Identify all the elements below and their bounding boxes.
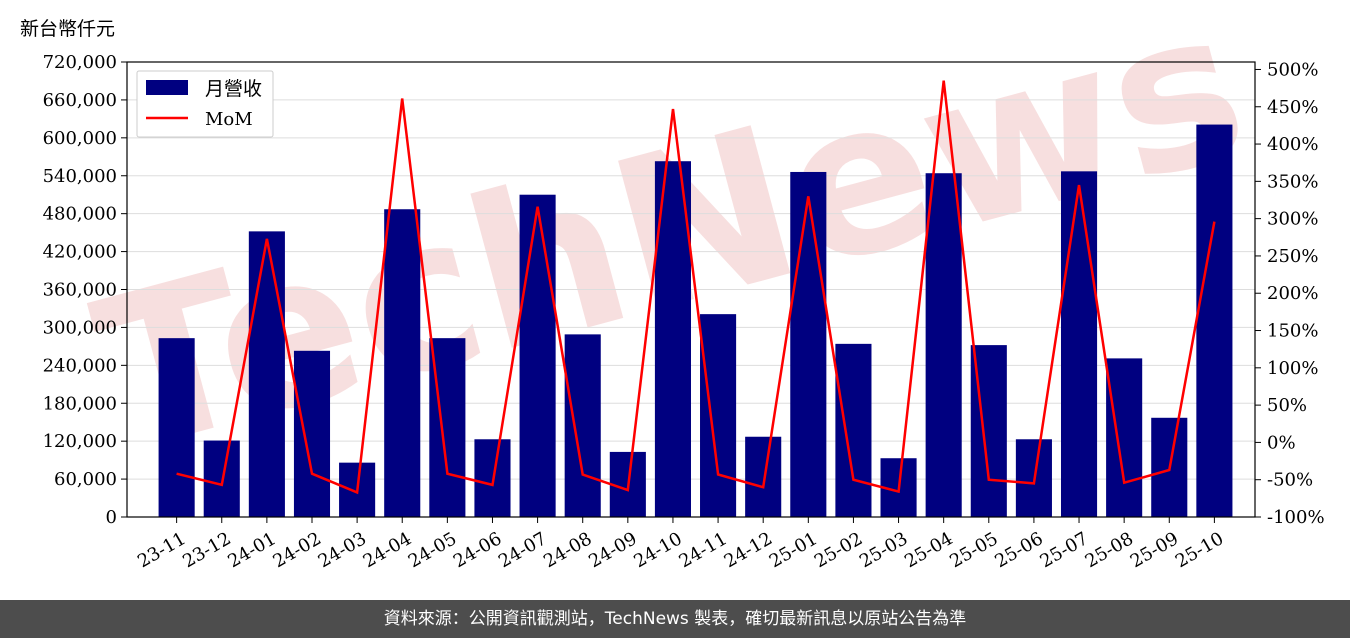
y-left-tick-label-5: 300,000: [43, 317, 117, 338]
source-footer: 資料來源：公開資訊觀測站，TechNews 製表，確切最新訊息以原站公告為準: [0, 600, 1350, 638]
chart: TechNews 060,000120,000180,000240,000300…: [43, 0, 1325, 572]
x-tick-label-24-02: 24-02: [269, 528, 324, 572]
x-tick-label-25-10: 25-10: [1172, 528, 1227, 572]
bar-24-11: [700, 314, 737, 517]
bar-24-01: [248, 231, 285, 517]
y-left-tick-label-6: 360,000: [43, 280, 117, 301]
x-tick-label-25-02: 25-02: [811, 528, 866, 572]
legend-bar-swatch: [146, 80, 188, 95]
y-left-tick-label-3: 180,000: [43, 393, 117, 414]
legend-line-label: MoM: [205, 109, 253, 130]
x-tick-label-24-01: 24-01: [224, 528, 279, 572]
x-tick-label-24-05: 24-05: [405, 528, 460, 572]
x-tick-label-25-07: 25-07: [1036, 528, 1091, 572]
bar-25-10: [1196, 124, 1233, 517]
x-tick-label-24-07: 24-07: [495, 528, 550, 572]
y-left-tick-label-9: 540,000: [43, 166, 117, 187]
x-tick-label-25-03: 25-03: [856, 528, 911, 572]
y-left-tick-label-10: 600,000: [43, 128, 117, 149]
x-tick-label-24-08: 24-08: [540, 528, 595, 572]
y-left-tick-label-7: 420,000: [43, 242, 117, 263]
y-right-tick-label-1: -50%: [1267, 470, 1313, 491]
y-right-tick-label-0: -100%: [1267, 507, 1325, 528]
y-left-tick-label-1: 60,000: [54, 469, 117, 490]
y-left-tick-label-8: 480,000: [43, 204, 117, 225]
y-right-tick-label-6: 200%: [1267, 283, 1318, 304]
bar-25-08: [1106, 358, 1143, 517]
y-left-tick-label-12: 720,000: [43, 52, 117, 73]
y-right-tick-label-8: 300%: [1267, 209, 1318, 230]
x-tick-label-24-03: 24-03: [315, 528, 370, 572]
y-right-tick-label-2: 0%: [1267, 432, 1296, 453]
y-left-tick-label-2: 120,000: [43, 431, 117, 452]
x-tick-label-25-06: 25-06: [991, 528, 1046, 572]
x-tick-label-23-11: 23-11: [134, 528, 189, 572]
y-left-tick-label-0: 0: [106, 507, 117, 528]
bar-25-07: [1060, 171, 1098, 517]
y-right-tick-label-10: 400%: [1267, 134, 1318, 155]
bar-24-08: [564, 334, 601, 517]
bar-23-11: [158, 338, 195, 517]
y-axis-unit-label: 新台幣仟元: [20, 18, 116, 40]
legend: 月營收 MoM: [136, 70, 274, 138]
mom-line: [176, 80, 1216, 495]
x-tick-label-25-05: 25-05: [946, 528, 1001, 572]
y-right-tick-label-3: 50%: [1267, 395, 1307, 416]
y-right-tick-label-9: 350%: [1267, 171, 1318, 192]
x-tick-label-25-09: 25-09: [1127, 528, 1182, 572]
bar-24-12: [745, 436, 782, 517]
bar-25-01: [790, 171, 827, 518]
y-right-tick-label-5: 150%: [1267, 321, 1318, 342]
bar-25-04: [925, 173, 962, 517]
y-right-tick-label-7: 250%: [1267, 246, 1318, 267]
x-tick-label-24-11: 24-11: [676, 528, 731, 572]
x-tick-label-24-12: 24-12: [721, 528, 776, 572]
x-tick-label-25-08: 25-08: [1082, 528, 1137, 572]
x-tick-label-23-12: 23-12: [179, 528, 234, 572]
x-tick-label-24-10: 24-10: [630, 528, 685, 572]
bar-25-02: [835, 343, 872, 517]
x-tick-label-25-01: 25-01: [766, 528, 821, 572]
y-left-tick-label-4: 240,000: [43, 355, 117, 376]
y-right-tick-label-12: 500%: [1267, 59, 1318, 80]
x-tick-label-24-06: 24-06: [450, 528, 505, 572]
bar-24-04: [384, 209, 421, 518]
bar-24-02: [293, 350, 331, 517]
x-tick-label-25-04: 25-04: [901, 528, 956, 572]
bar-24-07: [519, 194, 556, 518]
mom-line-series: [176, 80, 1216, 495]
legend-bar-label: 月營收: [205, 78, 262, 100]
y-right-tick-label-4: 100%: [1267, 358, 1318, 379]
y-right-tick-label-11: 450%: [1267, 97, 1318, 118]
x-tick-label-24-04: 24-04: [360, 528, 415, 572]
x-tick-label-24-09: 24-09: [585, 528, 640, 572]
y-left-tick-label-11: 660,000: [43, 90, 117, 111]
